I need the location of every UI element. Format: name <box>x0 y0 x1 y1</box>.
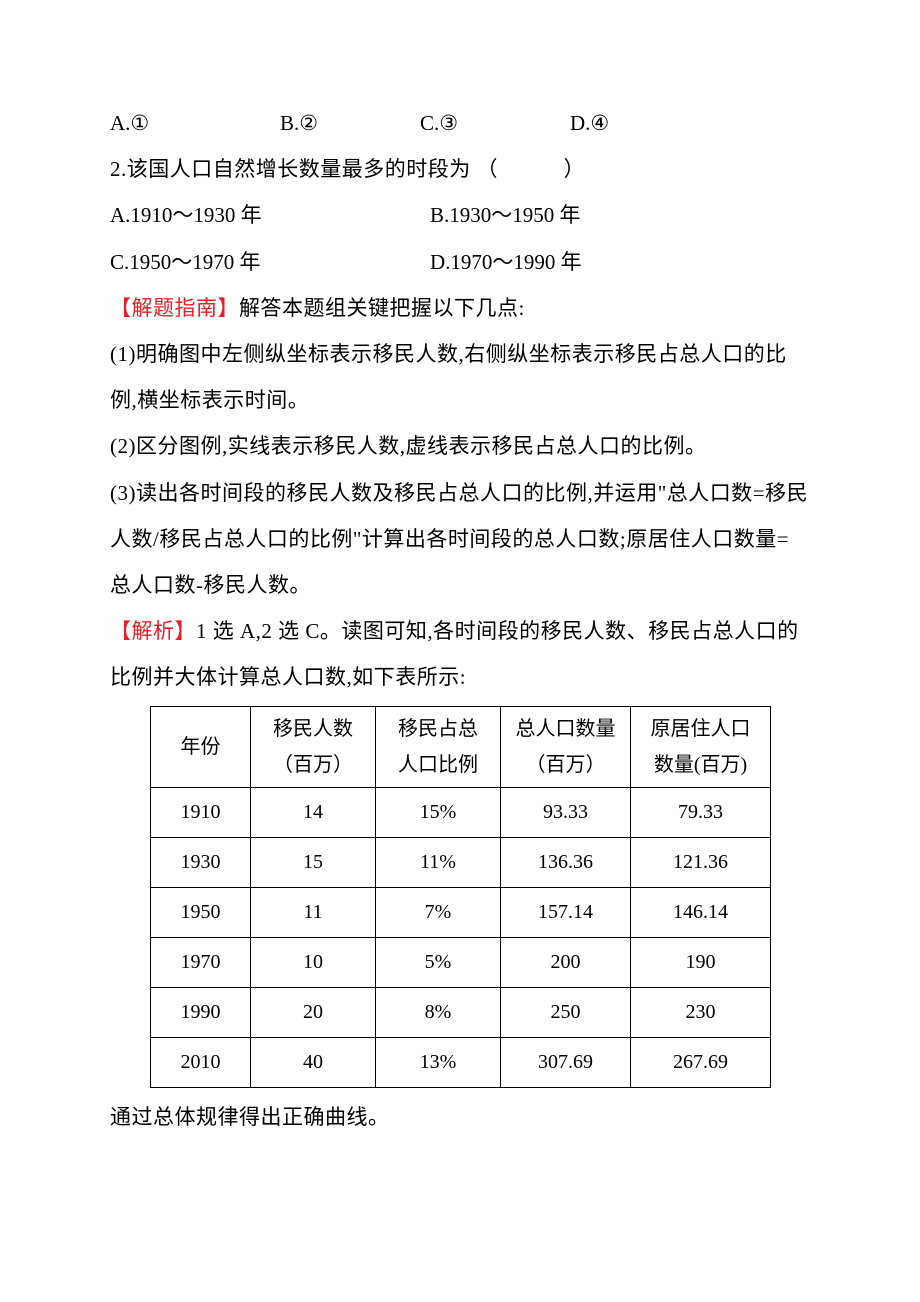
table-cell-mig: 14 <box>251 788 376 838</box>
header-original-line2: 数量(百万) <box>654 747 747 783</box>
table-cell-mig: 40 <box>251 1038 376 1088</box>
table-row: 1990208%250230 <box>151 988 771 1038</box>
question2-blank: （ ） <box>477 146 593 192</box>
table-cell-mig: 15 <box>251 838 376 888</box>
header-percent: 移民占总 人口比例 <box>376 707 501 788</box>
q1-option-a: A.① <box>110 100 280 146</box>
closing-line: 通过总体规律得出正确曲线。 <box>110 1094 810 1140</box>
table-cell-total: 93.33 <box>501 788 631 838</box>
table-cell-orig: 230 <box>631 988 771 1038</box>
question2-stem: 2.该国人口自然增长数量最多的时段为 <box>110 157 471 181</box>
guide-point-2: (2)区分图例,实线表示移民人数,虚线表示移民占总人口的比例。 <box>110 423 810 469</box>
q2-option-d: D.1970～1990 年 <box>430 239 582 285</box>
table-row: 1950117%157.14146.14 <box>151 888 771 938</box>
header-total-line2: （百万） <box>526 747 606 783</box>
question1-options: A.① B.② C.③ D.④ <box>110 100 810 146</box>
table-cell-orig: 121.36 <box>631 838 771 888</box>
guide-intro: 解答本题组关键把握以下几点: <box>239 296 525 320</box>
table-row: 19101415%93.3379.33 <box>151 788 771 838</box>
table-cell-year: 1990 <box>151 988 251 1038</box>
table-cell-total: 307.69 <box>501 1038 631 1088</box>
table-cell-pct: 11% <box>376 838 501 888</box>
table-cell-pct: 13% <box>376 1038 501 1088</box>
q2-option-c: C.1950～1970 年 <box>110 239 430 285</box>
table-cell-orig: 79.33 <box>631 788 771 838</box>
table-cell-year: 1950 <box>151 888 251 938</box>
header-total: 总人口数量 （百万） <box>501 707 631 788</box>
table-cell-total: 200 <box>501 938 631 988</box>
table-cell-year: 1970 <box>151 938 251 988</box>
header-percent-line1: 移民占总 <box>398 711 478 747</box>
table-cell-mig: 20 <box>251 988 376 1038</box>
table-cell-mig: 11 <box>251 888 376 938</box>
analysis-line: 【解析】1 选 A,2 选 C。读图可知,各时间段的移民人数、移民占总人口的比例… <box>110 608 810 700</box>
table-row: 1970105%200190 <box>151 938 771 988</box>
table-cell-orig: 146.14 <box>631 888 771 938</box>
table-cell-pct: 7% <box>376 888 501 938</box>
table-cell-total: 136.36 <box>501 838 631 888</box>
guide-point-3: (3)读出各时间段的移民人数及移民占总人口的比例,并运用"总人口数=移民人数/移… <box>110 470 810 609</box>
q1-option-c: C.③ <box>420 100 570 146</box>
header-year-text: 年份 <box>181 729 221 765</box>
table-cell-pct: 15% <box>376 788 501 838</box>
table-header-row: 年份 移民人数 （百万） 移民占总 人口比例 总人口数量 （百万） <box>151 707 771 788</box>
q2-option-b: B.1930～1950 年 <box>430 192 581 238</box>
table-cell-total: 250 <box>501 988 631 1038</box>
analysis-text: 1 选 A,2 选 C。读图可知,各时间段的移民人数、移民占总人口的比例并大体计… <box>110 619 799 689</box>
table-cell-total: 157.14 <box>501 888 631 938</box>
guide-intro-line: 【解题指南】解答本题组关键把握以下几点: <box>110 285 810 331</box>
header-migrants-line2: （百万） <box>273 747 353 783</box>
header-original: 原居住人口 数量(百万) <box>631 707 771 788</box>
table-cell-mig: 10 <box>251 938 376 988</box>
guide-point-1: (1)明确图中左侧纵坐标表示移民人数,右侧纵坐标表示移民占总人口的比例,横坐标表… <box>110 331 810 423</box>
population-table: 年份 移民人数 （百万） 移民占总 人口比例 总人口数量 （百万） <box>150 706 771 1088</box>
table-cell-year: 1930 <box>151 838 251 888</box>
header-year: 年份 <box>151 707 251 788</box>
header-total-line1: 总人口数量 <box>516 711 616 747</box>
question2-stem-line: 2.该国人口自然增长数量最多的时段为 （ ） <box>110 146 810 192</box>
question2-options-row2: C.1950～1970 年 D.1970～1990 年 <box>110 239 810 285</box>
header-migrants-line1: 移民人数 <box>273 711 353 747</box>
guide-label: 【解题指南】 <box>110 296 239 320</box>
table-body: 19101415%93.3379.3319301511%136.36121.36… <box>151 788 771 1088</box>
table-cell-pct: 8% <box>376 988 501 1038</box>
header-original-line1: 原居住人口 <box>651 711 751 747</box>
analysis-label: 【解析】 <box>110 619 196 643</box>
question2-options-row1: A.1910～1930 年 B.1930～1950 年 <box>110 192 810 238</box>
header-percent-line2: 人口比例 <box>398 747 478 783</box>
q1-option-b: B.② <box>280 100 420 146</box>
q2-option-a: A.1910～1930 年 <box>110 192 430 238</box>
table-cell-year: 2010 <box>151 1038 251 1088</box>
table-cell-pct: 5% <box>376 938 501 988</box>
table-cell-year: 1910 <box>151 788 251 838</box>
table-cell-orig: 267.69 <box>631 1038 771 1088</box>
header-migrants: 移民人数 （百万） <box>251 707 376 788</box>
table-row: 19301511%136.36121.36 <box>151 838 771 888</box>
table-row: 20104013%307.69267.69 <box>151 1038 771 1088</box>
q1-option-d: D.④ <box>570 100 609 146</box>
table-cell-orig: 190 <box>631 938 771 988</box>
